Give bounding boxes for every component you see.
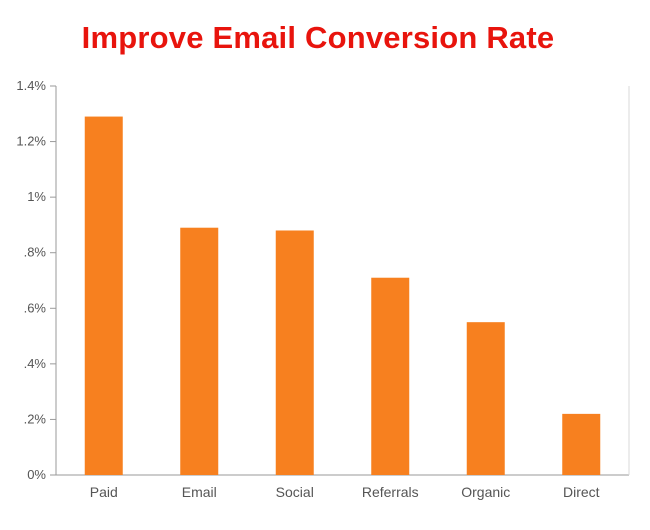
x-tick-label: Paid xyxy=(90,484,118,500)
y-tick-label: 1.2% xyxy=(16,134,46,149)
bars xyxy=(84,116,601,476)
x-tick-label: Social xyxy=(276,484,314,500)
y-axis: 0% .2% .4% .6% .8% 1% 1.2% 1.4% xyxy=(16,78,57,482)
x-tick-label: Organic xyxy=(461,484,510,500)
category-labels: Paid Email Social Referrals Organic Direct xyxy=(90,484,600,500)
y-tick-label: 0% xyxy=(27,467,46,482)
x-tick-label: Referrals xyxy=(362,484,419,500)
bar-social xyxy=(275,230,314,475)
y-tick-label: .4% xyxy=(24,356,47,371)
y-tick-label: .2% xyxy=(24,411,47,426)
bar-direct xyxy=(562,413,601,475)
chart-title: Improve Email Conversion Rate xyxy=(81,20,555,55)
bar-organic xyxy=(466,322,505,475)
bar-paid xyxy=(84,116,123,476)
bar-email xyxy=(180,227,219,475)
y-tick-label: .8% xyxy=(24,245,47,260)
x-axis xyxy=(56,86,630,476)
x-tick-label: Direct xyxy=(563,484,600,500)
y-tick-label: 1.4% xyxy=(16,78,46,93)
bar-referrals xyxy=(371,277,410,475)
y-tick-label: 1% xyxy=(27,189,46,204)
x-tick-label: Email xyxy=(182,484,217,500)
y-tick-label: .6% xyxy=(24,300,47,315)
